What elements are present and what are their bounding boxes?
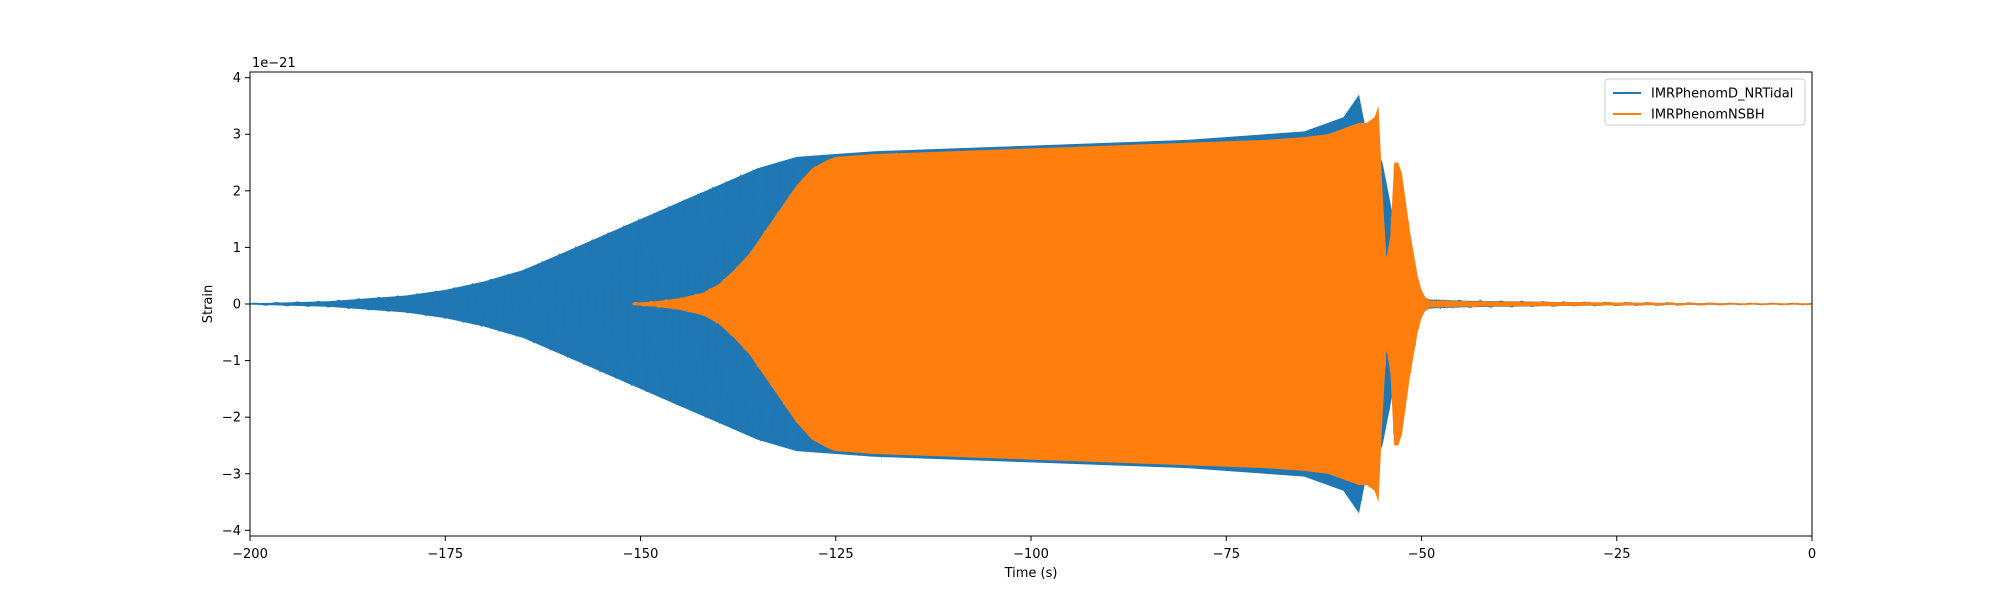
x-axis-label: Time (s) xyxy=(1004,566,1058,581)
y-tick-label: −4 xyxy=(222,524,241,539)
y-tick-label: 4 xyxy=(233,71,241,86)
y-axis-label: Strain xyxy=(201,285,216,324)
legend: IMRPhenomD_NRTidal IMRPhenomNSBH xyxy=(1604,78,1806,126)
x-tick-label: −75 xyxy=(1213,547,1240,562)
y-tick-label: −3 xyxy=(222,467,241,482)
x-axis-ticks: −200 −175 −150 −125 −100 −75 −50 −25 0 xyxy=(232,536,1816,562)
x-tick-label: −175 xyxy=(427,547,463,562)
x-tick-label: −50 xyxy=(1408,547,1435,562)
x-tick-label: −25 xyxy=(1603,547,1630,562)
x-tick-label: −150 xyxy=(623,547,659,562)
x-tick-label: −125 xyxy=(818,547,854,562)
y-tick-label: 3 xyxy=(233,128,241,143)
y-axis-ticks: −4 −3 −2 −1 0 1 2 3 4 xyxy=(222,71,250,539)
legend-label: IMRPhenomD_NRTidal xyxy=(1651,87,1793,102)
y-tick-label: −2 xyxy=(222,411,241,426)
x-tick-label: 0 xyxy=(1808,547,1816,562)
x-tick-label: −100 xyxy=(1013,547,1049,562)
series-line-1 xyxy=(632,117,1812,490)
y-tick-label: 1 xyxy=(233,241,241,256)
y-tick-label: 2 xyxy=(233,184,241,199)
legend-box xyxy=(1604,78,1806,126)
y-offset-text: 1e−21 xyxy=(252,56,296,71)
legend-label: IMRPhenomNSBH xyxy=(1651,108,1765,123)
y-tick-label: 0 xyxy=(233,298,241,313)
series-layer xyxy=(250,94,1812,514)
x-tick-label: −200 xyxy=(232,547,268,562)
y-tick-label: −1 xyxy=(222,354,241,369)
